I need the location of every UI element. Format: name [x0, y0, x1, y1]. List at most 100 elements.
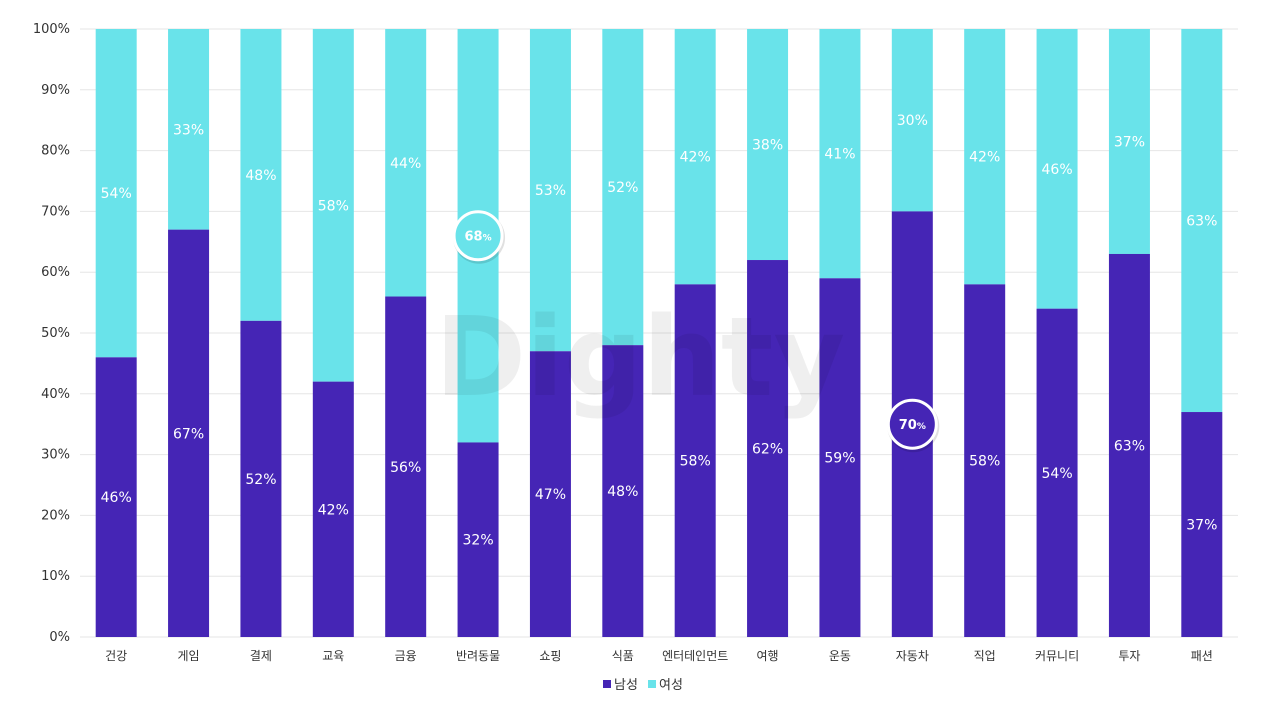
- highlight-badge-label: 70%: [899, 418, 926, 433]
- x-tick-label: 자동차: [896, 649, 929, 663]
- data-label-male: 52%: [245, 472, 276, 488]
- data-label-male: 32%: [463, 533, 494, 549]
- y-tick-label: 10%: [41, 569, 70, 584]
- bar-segment-female: [964, 29, 1006, 285]
- x-tick-label: 게임: [178, 649, 200, 663]
- highlight-badge-circle: [886, 398, 938, 450]
- data-label-female: 46%: [1042, 162, 1073, 178]
- data-label-female: 52%: [607, 180, 638, 196]
- data-label-male: 47%: [535, 487, 566, 503]
- data-label-female: 42%: [680, 150, 711, 166]
- y-tick-label: 60%: [41, 265, 70, 280]
- y-tick-label: 90%: [41, 83, 70, 98]
- legend-label-male: 남성: [614, 678, 638, 693]
- y-tick-label: 40%: [41, 387, 70, 402]
- data-label-male: 67%: [173, 426, 204, 442]
- data-label-female: 54%: [101, 186, 132, 202]
- bar-segment-male: [529, 351, 571, 637]
- legend-swatch-male: [603, 680, 611, 688]
- bar-segment-female: [602, 29, 644, 346]
- data-label-female: 63%: [1186, 214, 1217, 230]
- label-layer: 건강 46% 54% 게임 67% 33% 결제 52% 48% 교육 42% 58% 금융 56% 44%…: [101, 113, 1218, 663]
- data-label-male: 59%: [824, 451, 855, 467]
- data-label-female: 44%: [390, 156, 421, 172]
- bar-segment-female: [674, 29, 716, 285]
- y-tick-label: 70%: [41, 204, 70, 219]
- y-tick-label: 20%: [41, 508, 70, 523]
- data-label-female: 53%: [535, 183, 566, 199]
- watermark-logo: Dighty: [435, 293, 845, 421]
- bar-segment-male: [457, 442, 499, 637]
- bar-segment-female: [1036, 29, 1078, 309]
- bar-segment-female: [385, 29, 427, 297]
- bar-segment-male: [95, 357, 137, 637]
- bar-segment-female: [1181, 29, 1223, 413]
- y-tick-label: 100%: [33, 22, 70, 37]
- x-tick-label: 교육: [322, 649, 344, 663]
- bar-segment-male: [747, 260, 789, 637]
- bar-segment-male: [312, 381, 354, 637]
- legend: 남성 여성: [603, 678, 683, 693]
- data-label-male: 62%: [752, 442, 783, 458]
- bar-segment-female: [747, 29, 789, 261]
- y-tick-label: 50%: [41, 326, 70, 341]
- x-tick-label: 건강: [105, 649, 127, 663]
- data-label-male: 42%: [318, 502, 349, 518]
- bar-segment-male: [385, 296, 427, 637]
- data-label-female: 58%: [318, 198, 349, 214]
- bar-segment-male: [1181, 412, 1223, 637]
- x-tick-label: 투자: [1118, 649, 1140, 663]
- data-label-male: 58%: [680, 454, 711, 470]
- data-label-female: 38%: [752, 138, 783, 154]
- bar-segment-male: [964, 284, 1006, 637]
- data-label-male: 63%: [1114, 438, 1145, 454]
- x-tick-label: 반려동물: [456, 649, 500, 663]
- highlight-badge-label: 68%: [465, 230, 492, 245]
- x-tick-label: 패션: [1191, 649, 1213, 663]
- bar-segment-male: [819, 278, 861, 637]
- x-tick-label: 결제: [250, 649, 272, 663]
- bar-segment-female: [168, 29, 210, 230]
- x-tick-label: 금융: [395, 649, 417, 663]
- data-label-male: 37%: [1186, 518, 1217, 534]
- x-tick-label: 운동: [829, 649, 851, 663]
- x-tick-label: 직업: [974, 649, 996, 663]
- bar-segment-female: [312, 29, 354, 382]
- x-tick-label: 여행: [757, 648, 779, 663]
- bar-segment-female: [891, 29, 933, 212]
- highlight-badge: 70%: [886, 398, 940, 453]
- y-tick-label: 0%: [49, 630, 70, 645]
- data-label-male: 58%: [969, 454, 1000, 470]
- bar-segment-female: [1108, 29, 1150, 254]
- bar-segment-female: [529, 29, 571, 352]
- bar-layer: [95, 29, 1223, 637]
- highlight-badge-circle: [452, 210, 504, 262]
- legend-label-female: 여성: [659, 678, 683, 693]
- bar-segment-female: [819, 29, 861, 279]
- data-label-female: 30%: [897, 113, 928, 129]
- bar-segment-male: [240, 320, 282, 637]
- y-tick-label: 80%: [41, 144, 70, 159]
- bar-segment-female: [240, 29, 282, 321]
- data-label-female: 33%: [173, 122, 204, 138]
- x-tick-label: 커뮤니티: [1035, 649, 1079, 663]
- y-tick-label: 30%: [41, 448, 70, 463]
- data-label-female: 37%: [1114, 134, 1145, 150]
- legend-swatch-female: [648, 680, 656, 688]
- highlight-badge: 68%: [452, 210, 506, 264]
- x-tick-label: 엔터테인먼트: [662, 649, 728, 663]
- bar-segment-male: [674, 284, 716, 637]
- bar-segment-male: [1036, 308, 1078, 637]
- x-tick-label: 쇼핑: [539, 649, 561, 663]
- data-label-female: 41%: [824, 147, 855, 163]
- data-label-female: 42%: [969, 150, 1000, 166]
- data-label-male: 46%: [101, 490, 132, 506]
- data-label-male: 48%: [607, 484, 638, 500]
- bar-segment-male: [168, 229, 210, 637]
- data-label-male: 54%: [1042, 466, 1073, 482]
- data-label-male: 56%: [390, 460, 421, 476]
- x-tick-label: 식품: [612, 649, 634, 663]
- bar-segment-female: [95, 29, 137, 358]
